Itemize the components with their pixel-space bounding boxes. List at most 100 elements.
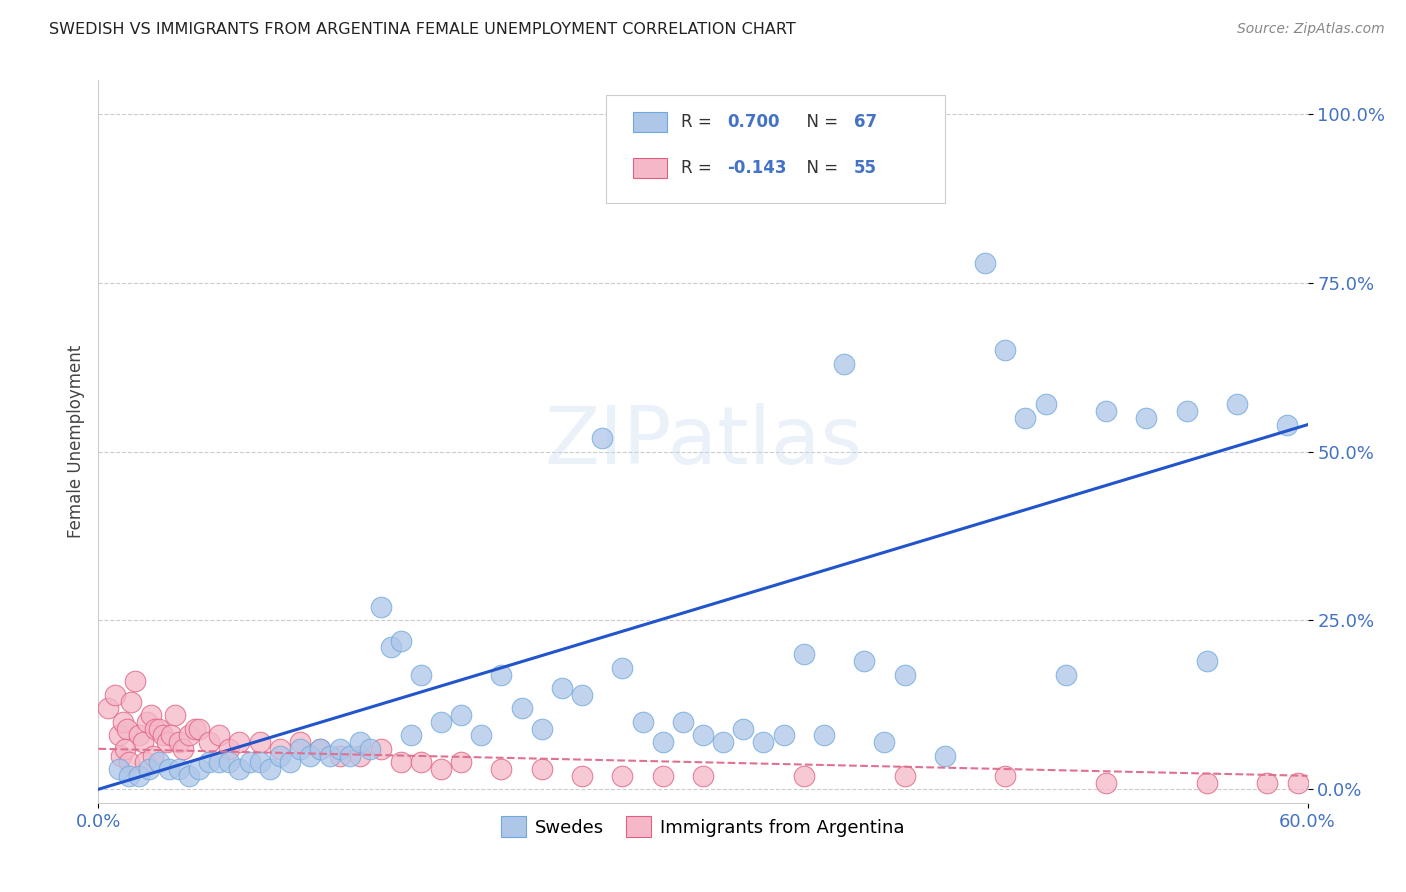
Point	[239, 756, 262, 770]
Point	[631, 714, 654, 729]
Point	[733, 722, 755, 736]
Legend: Swedes, Immigrants from Argentina: Swedes, Immigrants from Argentina	[494, 809, 912, 845]
Point	[124, 674, 146, 689]
Point	[893, 769, 915, 783]
Point	[167, 735, 190, 749]
Text: Source: ZipAtlas.com: Source: ZipAtlas.com	[1237, 22, 1385, 37]
Point	[450, 756, 472, 770]
Point	[103, 688, 125, 702]
Point	[1277, 417, 1299, 432]
Point	[134, 756, 156, 770]
Point	[994, 769, 1017, 783]
Point	[934, 748, 956, 763]
Text: SWEDISH VS IMMIGRANTS FROM ARGENTINA FEMALE UNEMPLOYMENT CORRELATION CHART: SWEDISH VS IMMIGRANTS FROM ARGENTINA FEM…	[49, 22, 796, 37]
FancyBboxPatch shape	[633, 158, 666, 178]
Point	[409, 667, 432, 681]
Point	[120, 694, 142, 708]
Point	[179, 769, 201, 783]
Point	[430, 762, 453, 776]
Point	[249, 756, 271, 770]
Point	[612, 661, 634, 675]
Point	[551, 681, 574, 695]
Point	[188, 762, 211, 776]
Point	[711, 735, 734, 749]
Point	[152, 728, 174, 742]
Point	[349, 748, 371, 763]
Point	[218, 756, 240, 770]
Point	[1095, 775, 1118, 789]
Point	[409, 756, 432, 770]
Point	[651, 735, 673, 749]
Point	[143, 722, 166, 736]
Point	[278, 756, 301, 770]
Text: N =: N =	[796, 113, 844, 131]
Point	[118, 769, 141, 783]
Point	[107, 728, 129, 742]
Point	[380, 640, 402, 655]
Point	[218, 741, 240, 756]
Point	[813, 728, 835, 742]
Point	[1256, 775, 1278, 789]
Point	[259, 762, 281, 776]
Point	[1286, 775, 1309, 789]
Point	[1175, 404, 1198, 418]
Point	[142, 748, 165, 763]
Point	[893, 667, 915, 681]
Point	[339, 748, 361, 763]
Point	[450, 708, 472, 723]
Point	[299, 748, 322, 763]
Point	[530, 762, 553, 776]
Point	[148, 756, 170, 770]
Point	[198, 756, 221, 770]
Point	[1054, 667, 1077, 681]
Point	[288, 741, 311, 756]
Point	[132, 735, 155, 749]
Point	[249, 735, 271, 749]
Point	[399, 728, 422, 742]
Point	[1014, 411, 1036, 425]
Point	[160, 728, 183, 742]
Point	[128, 728, 150, 742]
Point	[672, 714, 695, 729]
Point	[1195, 654, 1218, 668]
Text: -0.143: -0.143	[727, 160, 787, 178]
Point	[994, 343, 1017, 358]
Point	[349, 735, 371, 749]
Point	[752, 735, 775, 749]
Point	[1195, 775, 1218, 789]
Point	[184, 722, 207, 736]
Point	[370, 741, 392, 756]
Y-axis label: Female Unemployment: Female Unemployment	[66, 345, 84, 538]
Point	[591, 431, 613, 445]
Point	[793, 769, 815, 783]
Point	[571, 688, 593, 702]
Point	[692, 769, 714, 783]
Point	[228, 762, 250, 776]
Point	[110, 748, 132, 763]
Point	[118, 756, 141, 770]
Point	[172, 741, 194, 756]
Point	[491, 762, 513, 776]
Text: ZIPatlas: ZIPatlas	[544, 402, 862, 481]
Point	[832, 357, 855, 371]
Point	[269, 748, 291, 763]
Point	[360, 741, 382, 756]
Point	[1035, 397, 1057, 411]
Point	[269, 741, 291, 756]
Point	[208, 728, 231, 742]
Point	[571, 769, 593, 783]
Point	[370, 599, 392, 614]
Point	[111, 714, 134, 729]
Point	[156, 735, 179, 749]
Point	[128, 769, 150, 783]
Point	[470, 728, 492, 742]
Point	[389, 633, 412, 648]
Point	[163, 708, 186, 723]
Point	[530, 722, 553, 736]
Point	[148, 722, 170, 736]
Point	[1226, 397, 1249, 411]
FancyBboxPatch shape	[606, 95, 945, 203]
Point	[873, 735, 896, 749]
Text: 0.700: 0.700	[727, 113, 780, 131]
Point	[510, 701, 533, 715]
